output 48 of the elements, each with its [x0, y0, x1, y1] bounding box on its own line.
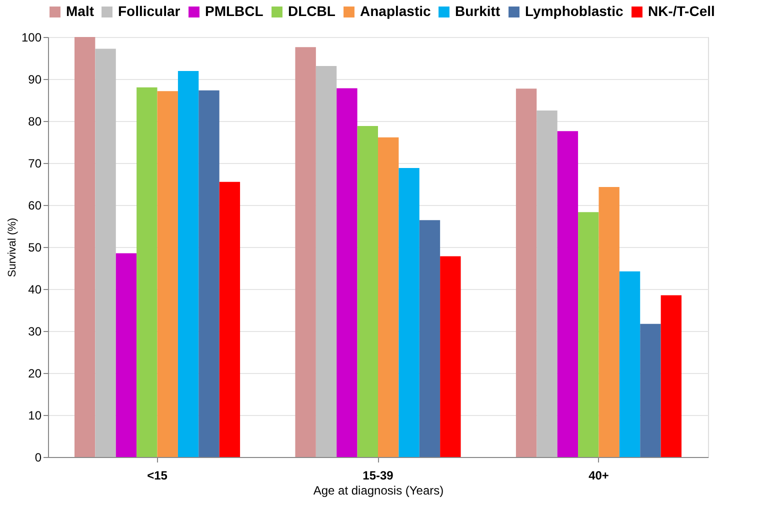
bar	[419, 220, 440, 457]
legend-label: Follicular	[118, 3, 181, 19]
bar	[578, 212, 599, 457]
y-tick-label: 30	[28, 324, 42, 338]
bar	[198, 90, 220, 457]
legend-label: PMLBCL	[205, 3, 264, 19]
bar	[440, 256, 461, 457]
bar	[178, 71, 199, 457]
legend-label: Burkitt	[455, 3, 500, 19]
y-tick-label: 20	[28, 366, 42, 380]
x-tick-label: 15-39	[362, 468, 394, 482]
legend-label: Anaplastic	[360, 3, 432, 19]
bar	[336, 88, 358, 457]
y-tick-label: 10	[28, 408, 42, 422]
y-tick-label: 100	[21, 30, 42, 44]
bar	[219, 182, 240, 457]
legend-label: Malt	[66, 3, 94, 19]
bar	[378, 137, 399, 457]
bar	[136, 87, 158, 457]
bar	[516, 88, 537, 457]
bar	[295, 47, 316, 457]
y-tick-label: 40	[28, 282, 42, 296]
bar	[316, 66, 337, 457]
bar	[157, 91, 178, 457]
legend-label: NK-/T-Cell	[648, 3, 715, 19]
bar	[557, 131, 578, 457]
bar	[116, 253, 137, 457]
y-tick-label: 80	[28, 114, 42, 128]
bar	[357, 126, 378, 457]
bar	[598, 186, 620, 457]
bar	[660, 295, 682, 457]
x-axis-title: Age at diagnosis (Years)	[313, 484, 444, 498]
y-tick-label: 0	[34, 450, 42, 464]
y-tick-label: 50	[28, 240, 42, 254]
bar	[619, 271, 640, 457]
y-axis-title: Survival (%)	[6, 218, 18, 278]
bar	[398, 168, 420, 457]
y-tick-label: 70	[28, 156, 42, 170]
legend-label: DLCBL	[288, 3, 336, 19]
x-tick-label: 40+	[588, 468, 609, 482]
bar	[74, 37, 96, 457]
legend-label: Lymphoblastic	[525, 3, 624, 19]
x-tick-label: <15	[147, 468, 168, 482]
bar	[640, 324, 661, 457]
y-tick-label: 60	[28, 198, 42, 212]
bar	[536, 110, 558, 457]
bar	[95, 48, 116, 457]
y-tick-label: 90	[28, 72, 42, 86]
